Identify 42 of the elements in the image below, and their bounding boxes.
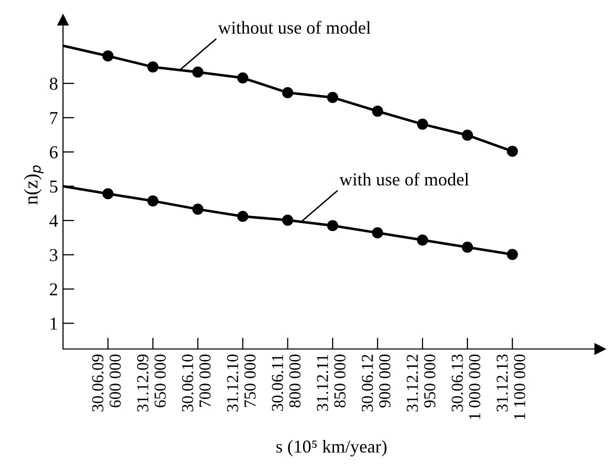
point [506, 146, 518, 157]
point [282, 87, 294, 98]
x-tick-label: 31.12.13 1 100 000 [496, 354, 526, 420]
x-tick-label: 30.06.11 800 000 [272, 354, 301, 411]
y-tick-label: 3 [50, 249, 58, 262]
point [102, 50, 114, 62]
y-tick-label: 5 [50, 180, 58, 193]
y-tick-label: 2 [50, 283, 58, 296]
point [192, 204, 204, 215]
point [147, 61, 158, 73]
x-axis-title: s (10⁵ km/year) [276, 440, 386, 456]
x-tick-label: 31.12.11 850 000 [316, 354, 346, 411]
point [327, 220, 338, 232]
point [327, 92, 338, 104]
point [416, 118, 428, 130]
point [462, 242, 473, 253]
point [416, 234, 428, 246]
annotation: with use of model [339, 172, 469, 186]
point [102, 188, 114, 200]
x-tick-label: 31.12.09 650 000 [137, 354, 166, 412]
y-tick-label: 6 [50, 146, 58, 158]
y-tick-label: 4 [49, 214, 58, 227]
point [372, 227, 384, 238]
x-tick-label: 31.12.10 750 000 [226, 354, 256, 412]
x-tick-label: 30.06.13 1 000 000 [452, 354, 480, 420]
point [147, 195, 158, 207]
x-tick-label: 30.06.09 600 000 [92, 354, 121, 412]
point [282, 214, 294, 226]
point [192, 66, 204, 78]
y-axis-title: n(z)$_{p}$ [24, 165, 44, 204]
x-tick-label: 30.06.10 700 000 [182, 354, 211, 412]
point [462, 130, 473, 141]
point [237, 210, 248, 222]
point [372, 106, 384, 117]
x-tick-label: 31.12.12 950 000 [406, 354, 436, 412]
point [506, 248, 518, 260]
y-tick-label: 8 [50, 78, 58, 90]
annotation: without use of model [218, 20, 371, 34]
y-tick-label: 1 [50, 318, 58, 330]
x-tick-label: 30.06.12 900 000 [362, 354, 390, 412]
point [237, 72, 248, 84]
y-tick-label: 7 [50, 112, 58, 124]
